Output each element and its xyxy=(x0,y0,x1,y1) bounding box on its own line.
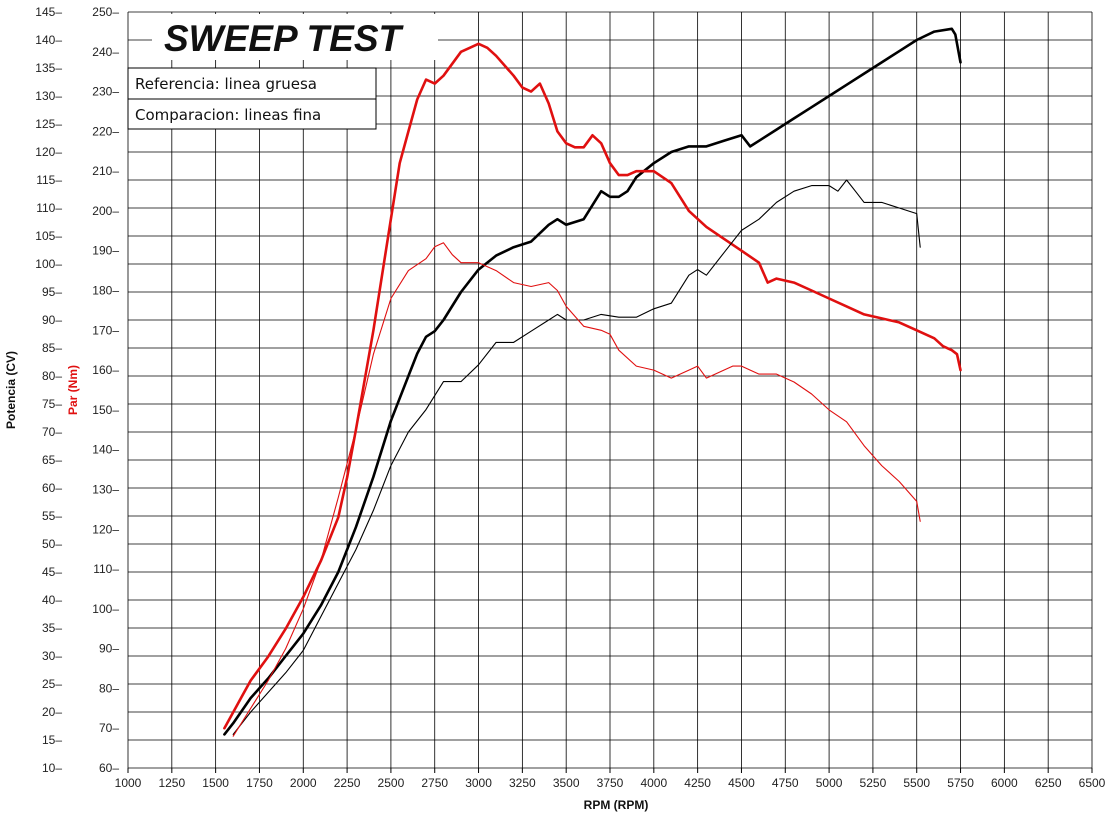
y-power-tick-label: 60– xyxy=(42,481,62,495)
legend-item-comparison: Comparacion: lineas fina xyxy=(135,106,321,124)
y-torque-tick-label: 160– xyxy=(92,363,119,377)
reference-torque-line xyxy=(223,42,962,730)
y-power-tick-label: 70– xyxy=(42,425,62,439)
series-group xyxy=(223,27,962,737)
y-torque-tick-label: 140– xyxy=(92,443,119,457)
y-power-tick-label: 50– xyxy=(42,537,62,551)
x-tick-label: 6250 xyxy=(1035,776,1062,790)
y-power-tick-label: 20– xyxy=(42,705,62,719)
y-torque-tick-label: 240– xyxy=(92,45,119,59)
x-tick-label: 5750 xyxy=(947,776,974,790)
y-torque-tick-label: 100– xyxy=(92,602,119,616)
y-power-axis-title: Potencia (CV) xyxy=(4,351,18,429)
x-tick-label: 4000 xyxy=(640,776,667,790)
y-power-tick-label: 125– xyxy=(35,117,62,131)
y-torque-tick-label: 250– xyxy=(92,5,119,19)
y-torque-tick-label: 150– xyxy=(92,403,119,417)
y-power-tick-label: 45– xyxy=(42,565,62,579)
x-tick-label: 2250 xyxy=(334,776,361,790)
legend: Referencia: linea gruesa Comparacion: li… xyxy=(127,67,377,130)
y-torque-tick-label: 200– xyxy=(92,204,119,218)
x-tick-label: 3000 xyxy=(465,776,492,790)
x-tick-label: 1500 xyxy=(202,776,229,790)
y-power-tick-label: 40– xyxy=(42,593,62,607)
y-power-tick-label: 130– xyxy=(35,89,62,103)
y-power-tick-label: 10– xyxy=(42,761,62,775)
x-tick-label: 3250 xyxy=(509,776,536,790)
y-power-tick-label: 95– xyxy=(42,285,62,299)
y-torque-tick-label: 230– xyxy=(92,85,119,99)
legend-box-2 xyxy=(127,98,377,130)
y-torque-tick-label: 60– xyxy=(99,761,119,775)
x-tick-label: 3500 xyxy=(553,776,580,790)
y-power-tick-label: 105– xyxy=(35,229,62,243)
y-torque-tick-label: 70– xyxy=(99,721,119,735)
reference-power-line xyxy=(223,27,962,736)
x-tick-label: 3750 xyxy=(597,776,624,790)
x-tick-label: 2000 xyxy=(290,776,317,790)
y-torque-axis-title: Par (Nm) xyxy=(66,365,80,415)
comparison-power-line xyxy=(232,179,921,735)
x-axis-ticks: 1000 1250 1500 1750 2000 2250 2500 2750 3000 3250… xyxy=(115,768,1106,790)
grid xyxy=(127,11,1093,769)
x-tick-label: 1250 xyxy=(158,776,185,790)
y-power-tick-label: 135– xyxy=(35,61,62,75)
title-background xyxy=(152,14,438,60)
y-power-tick-label: 15– xyxy=(42,733,62,747)
y-power-tick-label: 65– xyxy=(42,453,62,467)
x-tick-label: 5000 xyxy=(816,776,843,790)
y-torque-axis-ticks: 60– 70– 80– 90– 100– 110– 120– 130– 140– 150– 160–… xyxy=(92,5,119,775)
x-axis-title: RPM (RPM) xyxy=(584,798,649,812)
x-tick-label: 5250 xyxy=(860,776,887,790)
legend-item-reference: Referencia: linea gruesa xyxy=(135,75,317,93)
y-power-tick-label: 140– xyxy=(35,33,62,47)
x-tick-label: 2500 xyxy=(378,776,405,790)
y-torque-tick-label: 220– xyxy=(92,124,119,138)
y-torque-tick-label: 90– xyxy=(99,642,119,656)
y-power-tick-label: 55– xyxy=(42,509,62,523)
y-torque-tick-label: 170– xyxy=(92,323,119,337)
chart-title: SWEEP TEST xyxy=(164,18,405,59)
y-power-tick-label: 145– xyxy=(35,5,62,19)
y-power-tick-label: 90– xyxy=(42,313,62,327)
x-tick-label: 1750 xyxy=(246,776,273,790)
x-tick-label: 4500 xyxy=(728,776,755,790)
y-power-axis-ticks: 10– 15– 20– 25– 30– 35– 40– 45– 50– 55– 60– 65– 70– 7… xyxy=(35,5,62,775)
comparison-torque-line xyxy=(232,242,921,737)
y-power-tick-label: 75– xyxy=(42,397,62,411)
x-tick-label: 4250 xyxy=(684,776,711,790)
x-tick-label: 2750 xyxy=(421,776,448,790)
y-power-tick-label: 25– xyxy=(42,677,62,691)
y-power-tick-label: 110– xyxy=(36,201,62,215)
y-torque-tick-label: 110– xyxy=(93,562,119,576)
y-torque-tick-label: 130– xyxy=(92,482,119,496)
x-tick-label: 1000 xyxy=(115,776,142,790)
y-power-tick-label: 115– xyxy=(36,173,62,187)
y-power-tick-label: 35– xyxy=(42,621,62,635)
legend-box-1 xyxy=(127,67,377,100)
y-power-tick-label: 100– xyxy=(35,257,62,271)
y-torque-tick-label: 190– xyxy=(92,244,119,258)
x-tick-label: 5500 xyxy=(903,776,930,790)
y-torque-tick-label: 80– xyxy=(99,681,119,695)
y-power-tick-label: 85– xyxy=(42,341,62,355)
y-torque-tick-label: 120– xyxy=(92,522,119,536)
y-torque-tick-label: 210– xyxy=(92,164,119,178)
y-torque-tick-label: 180– xyxy=(92,284,119,298)
y-power-tick-label: 120– xyxy=(35,145,62,159)
y-power-tick-label: 30– xyxy=(42,649,62,663)
y-power-tick-label: 80– xyxy=(42,369,62,383)
x-tick-label: 6500 xyxy=(1079,776,1106,790)
x-tick-label: 4750 xyxy=(772,776,799,790)
x-tick-label: 6000 xyxy=(991,776,1018,790)
